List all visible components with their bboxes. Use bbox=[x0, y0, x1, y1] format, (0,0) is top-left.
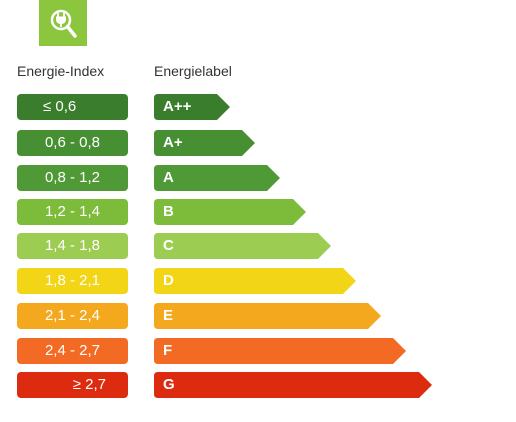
arrow-fill bbox=[154, 233, 331, 259]
logo bbox=[39, 0, 87, 46]
arrow-shape bbox=[154, 268, 356, 294]
energy-class-row: 2,4 - 2,7 F bbox=[0, 338, 516, 364]
energy-index-range: 1,2 - 1,4 bbox=[17, 199, 128, 225]
arrow-shape bbox=[154, 130, 255, 156]
energy-label-text: G bbox=[163, 376, 175, 393]
arrow-shape bbox=[154, 303, 381, 329]
energy-label-arrow: G bbox=[154, 372, 432, 398]
arrow-fill bbox=[154, 130, 255, 156]
energy-label-arrow: B bbox=[154, 199, 306, 225]
energy-label-text: B bbox=[163, 203, 174, 220]
energy-label-arrow: E bbox=[154, 303, 381, 329]
energy-index-range: ≥ 2,7 bbox=[17, 372, 128, 398]
energy-label-text: D bbox=[163, 272, 174, 289]
arrow-fill bbox=[154, 338, 406, 364]
energy-index-range: 1,4 - 1,8 bbox=[17, 233, 128, 259]
arrow-fill bbox=[154, 372, 432, 398]
energy-label-text: F bbox=[163, 342, 173, 359]
energy-label-text: A bbox=[163, 169, 174, 186]
energy-index-range: 2,4 - 2,7 bbox=[17, 338, 128, 364]
energy-label-arrow: A bbox=[154, 165, 280, 191]
energy-class-row: 2,1 - 2,4 E bbox=[0, 303, 516, 329]
energy-label-text: A++ bbox=[163, 98, 192, 115]
arrow-shape bbox=[154, 233, 331, 259]
energy-index-range: 1,8 - 2,1 bbox=[17, 268, 128, 294]
energy-label-arrow: C bbox=[154, 233, 331, 259]
energy-label-arrow: A++ bbox=[154, 94, 230, 120]
arrow-shape bbox=[154, 165, 280, 191]
energy-index-range: 2,1 - 2,4 bbox=[17, 303, 128, 329]
energy-index-range: 0,8 - 1,2 bbox=[17, 165, 128, 191]
energy-label-arrow: F bbox=[154, 338, 406, 364]
arrow-shape bbox=[154, 338, 406, 364]
energy-class-row: 1,2 - 1,4 B bbox=[0, 199, 516, 225]
energy-class-row: ≥ 2,7 G bbox=[0, 372, 516, 398]
energy-index-range: ≤ 0,6 bbox=[17, 94, 128, 120]
energy-class-row: 0,8 - 1,2 A bbox=[0, 165, 516, 191]
energy-class-row: 1,4 - 1,8 C bbox=[0, 233, 516, 259]
arrow-fill bbox=[154, 165, 280, 191]
arrow-shape bbox=[154, 94, 230, 120]
energy-label-arrow: D bbox=[154, 268, 356, 294]
energy-label-text: E bbox=[163, 307, 174, 324]
arrow-fill bbox=[154, 199, 306, 225]
energy-class-row: 0,6 - 0,8 A+ bbox=[0, 130, 516, 156]
energy-label-header: Energielabel bbox=[154, 63, 232, 79]
arrow-fill bbox=[154, 303, 381, 329]
energy-label-text: A+ bbox=[163, 134, 183, 151]
energy-class-row: ≤ 0,6 A++ bbox=[0, 94, 516, 120]
energy-class-row: 1,8 - 2,1 D bbox=[0, 268, 516, 294]
energy-label-text: C bbox=[163, 237, 174, 254]
energy-label-arrow: A+ bbox=[154, 130, 255, 156]
plug-magnifier-icon bbox=[50, 9, 77, 38]
arrow-shape bbox=[154, 199, 306, 225]
arrow-shape bbox=[154, 372, 432, 398]
energy-index-header: Energie-Index bbox=[17, 63, 105, 79]
arrow-fill bbox=[154, 94, 230, 120]
arrow-fill bbox=[154, 268, 356, 294]
energy-index-range: 0,6 - 0,8 bbox=[17, 130, 128, 156]
